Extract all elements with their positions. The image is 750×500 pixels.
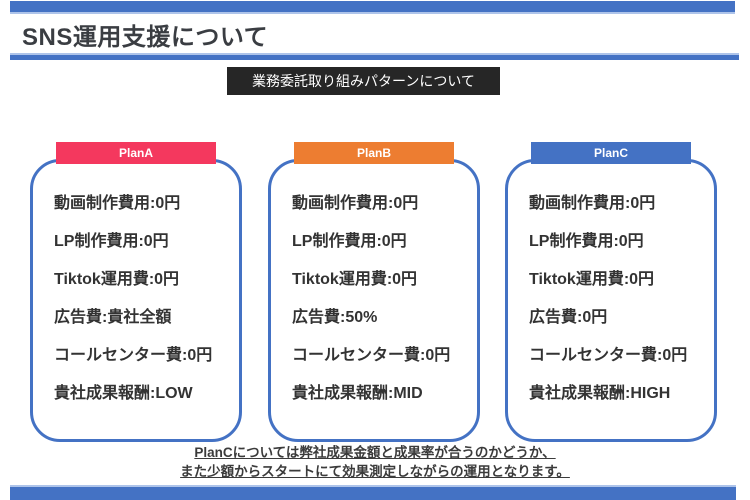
plan-a-item-reward: 貴社成果報酬:LOW: [54, 385, 193, 402]
plan-a-item-tiktok-cost: Tiktok運用費:0円: [54, 271, 180, 288]
plan-c-tab: PlanC: [531, 142, 691, 164]
bottom-accent-bar: [10, 485, 736, 500]
page-title: SNS運用支援について: [22, 24, 269, 51]
plan-a-item-lp-cost: LP制作費用:0円: [54, 233, 169, 250]
plan-c-item-reward: 貴社成果報酬:HIGH: [529, 385, 671, 402]
plan-c-item-tiktok-cost: Tiktok運用費:0円: [529, 271, 655, 288]
plan-b-item-callcenter-cost: コールセンター費:0円: [292, 347, 451, 364]
section-badge: 業務委託取り組みパターンについて: [227, 67, 500, 95]
footnote-line-1: PlanCについては弊社成果金額と成果率が合うのかどうか、: [194, 445, 556, 460]
plan-b-item-video-cost: 動画制作費用:0円: [292, 195, 419, 212]
plan-c-item-lp-cost: LP制作費用:0円: [529, 233, 644, 250]
plan-a-tab: PlanA: [56, 142, 216, 164]
plan-b-body: 動画制作費用:0円 LP制作費用:0円 Tiktok運用費:0円 広告費:50%…: [268, 159, 480, 442]
plan-a-item-video-cost: 動画制作費用:0円: [54, 195, 181, 212]
top-accent-bar: [10, 1, 735, 14]
plan-a-body: 動画制作費用:0円 LP制作費用:0円 Tiktok運用費:0円 広告費:貴社全…: [30, 159, 242, 442]
plan-card-b: PlanB 動画制作費用:0円 LP制作費用:0円 Tiktok運用費:0円 広…: [268, 142, 480, 442]
plan-a-item-ad-cost: 広告費:貴社全額: [54, 309, 172, 326]
plan-c-item-video-cost: 動画制作費用:0円: [529, 195, 656, 212]
plan-a-item-callcenter-cost: コールセンター費:0円: [54, 347, 213, 364]
plan-b-item-reward: 貴社成果報酬:MID: [292, 385, 423, 402]
footnote-line-2: また少額からスタートにて効果測定しながらの運用となります。: [180, 464, 570, 479]
plan-b-item-ad-cost: 広告費:50%: [292, 309, 378, 326]
plan-b-item-tiktok-cost: Tiktok運用費:0円: [292, 271, 418, 288]
footnote: PlanCについては弊社成果金額と成果率が合うのかどうか、 また少額からスタート…: [0, 443, 750, 481]
plan-card-a: PlanA 動画制作費用:0円 LP制作費用:0円 Tiktok運用費:0円 広…: [30, 142, 242, 442]
plan-b-item-lp-cost: LP制作費用:0円: [292, 233, 407, 250]
plan-c-item-callcenter-cost: コールセンター費:0円: [529, 347, 688, 364]
plan-b-tab: PlanB: [294, 142, 454, 164]
title-divider: [10, 53, 739, 60]
plan-card-c: PlanC 動画制作費用:0円 LP制作費用:0円 Tiktok運用費:0円 広…: [505, 142, 717, 442]
plan-c-item-ad-cost: 広告費:0円: [529, 309, 608, 326]
plan-c-body: 動画制作費用:0円 LP制作費用:0円 Tiktok運用費:0円 広告費:0円 …: [505, 159, 717, 442]
